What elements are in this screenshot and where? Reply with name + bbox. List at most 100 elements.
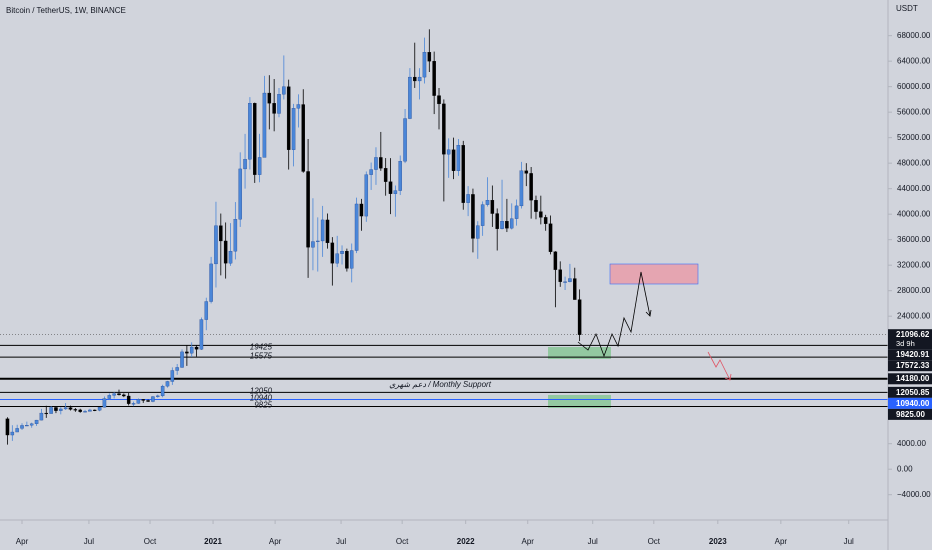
level-text: 19425	[250, 342, 273, 351]
price-box	[888, 373, 932, 385]
candle-body	[39, 412, 44, 421]
level-text: 10940	[250, 394, 273, 403]
price-box-label: 9825.00	[896, 410, 925, 419]
candle-body	[316, 240, 320, 242]
y-tick-label: 40000.00	[897, 209, 931, 218]
candle-body	[442, 103, 446, 155]
candle-body	[480, 204, 485, 226]
candle-body	[59, 408, 63, 411]
y-tick-label: 64000.00	[897, 56, 931, 65]
candle-body	[408, 76, 412, 119]
candle-body	[306, 171, 310, 248]
candle-body	[78, 409, 82, 412]
x-tick-label: Oct	[648, 537, 661, 546]
candle-body	[209, 263, 213, 302]
price-box	[888, 329, 932, 350]
candle-body	[243, 159, 247, 170]
candle-body	[476, 225, 480, 239]
y-tick-label: 0.00	[897, 464, 913, 473]
candle-body	[437, 95, 441, 105]
countdown-label: 3d 9h	[896, 339, 915, 348]
candle-body	[485, 200, 490, 205]
candle-body	[311, 241, 315, 248]
candle-body	[63, 407, 68, 410]
y-tick-label: 28000.00	[897, 286, 931, 295]
x-tick-label: Jul	[588, 537, 598, 546]
x-tick-label: 2023	[709, 537, 727, 546]
x-tick-label: Oct	[144, 537, 157, 546]
candle-body	[267, 92, 272, 104]
chart-title: Bitcoin / TetherUS, 1W, BINANCE	[6, 6, 126, 15]
candle-body	[427, 52, 432, 62]
candle-body	[301, 104, 305, 172]
candle-body	[393, 190, 398, 194]
y-tick-label: −4000.00	[897, 490, 931, 499]
candle-body	[131, 403, 136, 405]
candle-body	[374, 157, 378, 170]
candle-body	[117, 393, 121, 396]
candle-body	[175, 367, 179, 371]
y-tick-label: 36000.00	[897, 235, 931, 244]
candle-body	[471, 194, 475, 239]
y-tick-label: 24000.00	[897, 311, 931, 320]
candle-body	[146, 400, 150, 402]
candle-body	[553, 251, 558, 270]
candle-body	[354, 203, 359, 251]
price-box	[888, 408, 932, 420]
candle-body	[199, 319, 204, 350]
candle-body	[34, 419, 39, 424]
candle-body	[10, 431, 15, 436]
candle-body	[529, 173, 533, 201]
x-tick-label: 2022	[457, 537, 475, 546]
x-tick-label: 2021	[204, 537, 222, 546]
candle-body	[68, 407, 73, 410]
resistance-zone	[609, 263, 699, 285]
candle-body	[257, 157, 262, 175]
candle-body	[340, 251, 344, 254]
candle-body	[461, 145, 465, 203]
candle-body	[466, 194, 470, 203]
candle-body	[558, 269, 562, 282]
candle-body	[102, 398, 107, 408]
candle-body	[456, 145, 461, 171]
candle-body	[73, 409, 78, 411]
x-tick-label: Jul	[336, 537, 346, 546]
candle-body	[432, 61, 436, 96]
candle-body	[189, 346, 194, 354]
candle-body	[156, 395, 160, 397]
price-box-label: 19420.91	[896, 350, 930, 359]
candle-body	[262, 92, 267, 158]
candle-body	[54, 407, 58, 411]
candle-body	[359, 203, 364, 217]
candle-body	[25, 425, 29, 427]
candle-body	[543, 217, 548, 224]
y-tick-label: 56000.00	[897, 107, 931, 116]
candle-body	[349, 250, 354, 269]
candle-body	[413, 76, 417, 82]
candle-body	[214, 225, 218, 265]
candle-body	[233, 219, 238, 252]
x-tick-label: Apr	[522, 537, 535, 546]
candle-body	[364, 174, 369, 217]
candle-body	[223, 240, 228, 264]
price-box-label: 10940.00	[896, 399, 930, 408]
candle-body	[272, 103, 276, 114]
candle-body	[330, 242, 335, 264]
y-tick-label: 44000.00	[897, 184, 931, 193]
candle-body	[185, 351, 189, 354]
candle-body	[320, 219, 325, 242]
y-tick-label: 32000.00	[897, 260, 931, 269]
candle-body	[112, 393, 116, 396]
candle-body	[345, 251, 349, 269]
candle-body	[291, 108, 296, 150]
candle-body	[170, 370, 175, 382]
candle-body	[548, 223, 553, 252]
price-box	[888, 360, 932, 372]
candle-body	[126, 395, 131, 404]
candle-body	[136, 399, 141, 404]
candle-body	[49, 407, 53, 414]
candle-body	[151, 396, 155, 402]
candle-body	[228, 251, 233, 264]
